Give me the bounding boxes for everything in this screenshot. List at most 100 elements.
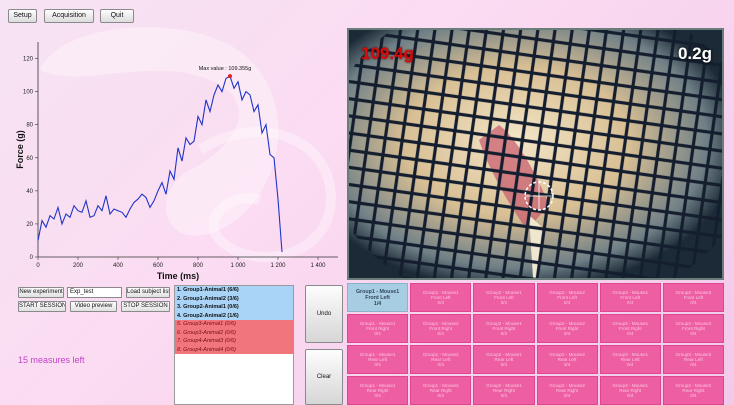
- undo-button[interactable]: Undo: [305, 285, 343, 343]
- x-tick-label: 1 200: [270, 263, 286, 269]
- measure-cell-line: Group3 - Mouse1: [612, 320, 649, 326]
- subject-list-item[interactable]: 4. Group2-Animal2 (1/6): [175, 311, 293, 320]
- measure-cell-line: 0/4: [374, 331, 381, 337]
- measure-cell-line: 0/4: [437, 300, 444, 306]
- measure-cell-line: 0/4: [563, 393, 571, 399]
- measure-cell-line: Front Left: [365, 294, 390, 301]
- measure-cell[interactable]: Group1 - Mouse1 Front Right 0/4: [347, 314, 409, 343]
- measure-cell-line: Group3 - Mouse2: [675, 382, 712, 388]
- measure-cell-line: Rear Right: [682, 387, 705, 393]
- y-tick-label: 100: [23, 90, 34, 96]
- stop-session-button[interactable]: STOP SESSION: [121, 301, 170, 312]
- y-tick-label: 80: [26, 123, 33, 129]
- y-tick-label: 120: [23, 57, 34, 63]
- measure-cell[interactable]: Group1 - Mouse2 Rear Left 0/4: [410, 345, 472, 374]
- measure-cell-line: Front Right: [492, 325, 516, 331]
- measure-cell-line: 0/4: [563, 331, 571, 337]
- load-subject-list-button[interactable]: Load subject list: [126, 287, 170, 298]
- measure-cell-line: 0/4: [437, 331, 444, 337]
- measure-cell-line: Rear Left: [368, 356, 388, 362]
- measure-cell[interactable]: Group3 - Mouse2 Front Left 0/4: [662, 283, 724, 312]
- measure-cell[interactable]: Group3 - Mouse2 Rear Right 0/4: [662, 376, 724, 405]
- force-chart-svg: 0 20 40 60 80 100 120 0 200 400 600 800 1 000 1 200 1 …: [15, 42, 338, 281]
- quit-button[interactable]: Quit: [100, 9, 134, 23]
- measure-cell-line: Group3 - Mouse1: [612, 382, 649, 388]
- measure-cell-line: 0/4: [627, 300, 634, 306]
- measure-cell[interactable]: Group2 - Mouse2 Front Right 0/4: [536, 314, 598, 343]
- y-tick-label: 60: [26, 156, 33, 162]
- measure-cell-line: Group3 - Mouse2: [675, 351, 712, 357]
- video-preview-button[interactable]: Video preview: [70, 301, 117, 312]
- measure-cell[interactable]: Group1 - Mouse1 Rear Left 0/4: [347, 345, 409, 374]
- y-tick-label: 0: [30, 255, 34, 261]
- subject-list[interactable]: 1. Group1-Animal1 (6/6) 2. Group1-Animal2…: [174, 285, 294, 405]
- measure-cell[interactable]: Group3 - Mouse2 Rear Left 0/4: [662, 345, 724, 374]
- measure-cell-line: 0/4: [690, 362, 697, 368]
- measure-cell-line: Group1 - Mouse2: [422, 320, 459, 326]
- subject-list-item[interactable]: 5. Group3-Animal1 (0/6): [175, 320, 293, 329]
- video-frame: [349, 30, 722, 278]
- measure-cell-line: Group3 - Mouse1: [612, 351, 649, 357]
- force-series-line: [37, 75, 283, 253]
- measure-cell[interactable]: Group2 - Mouse1 Front Right 0/4: [473, 314, 535, 343]
- current-force-overlay: 0.2g: [677, 44, 712, 63]
- measure-cell[interactable]: Group3 - Mouse1 Front Left 0/4: [599, 283, 661, 312]
- measure-cell[interactable]: Group3 - Mouse1 Rear Left 0/4: [599, 345, 661, 374]
- measure-cell-line: Group3 - Mouse2: [675, 289, 712, 295]
- clear-button[interactable]: Clear: [305, 349, 343, 405]
- measure-cell-line: Front Right: [429, 325, 453, 331]
- measure-cell[interactable]: Group1 - Mouse2 Rear Right 0/4: [410, 376, 472, 405]
- measure-cell-line: 1/4: [373, 300, 382, 307]
- measure-cell[interactable]: Group2 - Mouse1 Front Left 0/4: [473, 283, 535, 312]
- measure-cell[interactable]: Group3 - Mouse1 Front Right 0/4: [599, 314, 661, 343]
- subject-list-item[interactable]: 6. Group3-Animal2 (0/6): [175, 328, 293, 337]
- measure-cell[interactable]: Group1 - Mouse1 Front Left 1/4: [347, 283, 409, 312]
- measure-cell-line: Rear Left: [683, 356, 703, 362]
- measure-cell[interactable]: Group1 - Mouse2 Front Right 0/4: [410, 314, 472, 343]
- setup-button[interactable]: Setup: [8, 9, 37, 23]
- x-tick-label: 1 400: [310, 263, 326, 269]
- measure-cell[interactable]: Group2 - Mouse1 Rear Left 0/4: [473, 345, 535, 374]
- measure-cell-line: Rear Right: [366, 387, 389, 393]
- measure-cell-line: Rear Right: [556, 387, 579, 393]
- measure-cell-line: Group2 - Mouse2: [549, 289, 585, 295]
- measure-cell[interactable]: Group1 - Mouse1 Rear Right 0/4: [347, 376, 409, 405]
- measure-cell[interactable]: Group2 - Mouse1 Rear Right 0/4: [473, 376, 535, 405]
- measure-cell-line: Front Left: [494, 294, 514, 300]
- measure-cell-line: 0/4: [374, 393, 381, 399]
- x-axis-label: Time (ms): [157, 271, 199, 281]
- measure-cell-line: Rear Left: [431, 356, 451, 362]
- measure-cell-line: 0/4: [374, 362, 381, 368]
- subject-list-item[interactable]: 3. Group2-Animal1 (0/6): [175, 303, 293, 312]
- measure-cell[interactable]: Group2 - Mouse2 Rear Right 0/4: [536, 376, 598, 405]
- measure-cell-line: Front Right: [618, 325, 642, 331]
- measure-cell-line: Group2 - Mouse1: [486, 289, 522, 295]
- x-tick-label: 600: [153, 263, 164, 269]
- measure-cell[interactable]: Group3 - Mouse2 Front Right 0/4: [662, 314, 724, 343]
- measure-cell[interactable]: Group2 - Mouse2 Front Left 0/4: [536, 283, 598, 312]
- measure-cell-line: 0/4: [690, 331, 697, 337]
- subject-list-item[interactable]: 2. Group1-Animal2 (3/6): [175, 294, 293, 303]
- max-value-marker: [228, 74, 232, 79]
- new-experiment-button[interactable]: New experiment: [18, 287, 64, 298]
- measure-cell-line: 0/4: [627, 331, 634, 337]
- measure-cell-line: Front Left: [557, 294, 577, 300]
- measure-cell-line: Front Left: [430, 294, 451, 300]
- acquisition-button[interactable]: Acquisition: [44, 9, 94, 23]
- experiment-name-field[interactable]: Exp_test: [67, 287, 122, 298]
- measure-cell-line: Front Right: [555, 325, 579, 331]
- measure-cell-line: Front Right: [366, 325, 389, 331]
- subject-list-item[interactable]: 1. Group1-Animal1 (6/6): [175, 286, 293, 295]
- subject-list-item[interactable]: 7. Group4-Animal3 (0/6): [175, 337, 293, 346]
- measure-cell-line: Group1 - Mouse1: [359, 320, 396, 326]
- measure-cell-line: Front Left: [620, 294, 641, 300]
- start-session-button[interactable]: START SESSION: [18, 301, 66, 312]
- measure-cell-line: 0/4: [500, 362, 508, 368]
- measure-cell[interactable]: Group1 - Mouse1 Front Left 0/4: [410, 283, 472, 312]
- subject-list-item[interactable]: 8. Group4-Animal4 (0/6): [175, 345, 293, 354]
- measure-cell[interactable]: Group3 - Mouse1 Rear Right 0/4: [599, 376, 661, 405]
- measure-cell-line: Group1 - Mouse1: [359, 351, 396, 357]
- measure-cell[interactable]: Group2 - Mouse2 Rear Left 0/4: [536, 345, 598, 374]
- y-tick-label: 40: [26, 189, 33, 195]
- x-tick-label: 200: [73, 263, 84, 269]
